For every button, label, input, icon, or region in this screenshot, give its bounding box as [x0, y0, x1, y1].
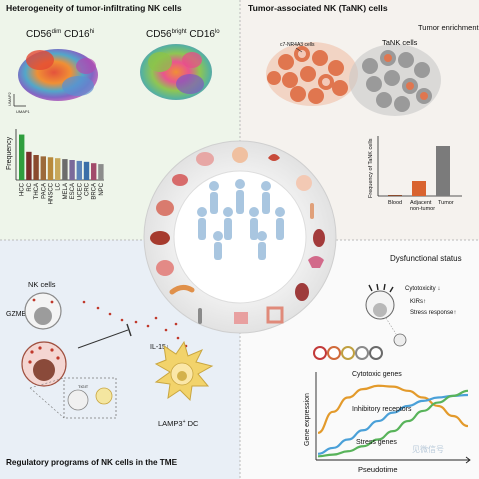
nk-cell-top [24, 292, 62, 330]
frequency-ylabel: Frequency [6, 136, 13, 170]
frequency-bar-label: THCA [34, 183, 40, 199]
dysfunctional-title: Dysfunctional status [390, 254, 462, 263]
stress-response-label: Stress response↑ [410, 310, 456, 316]
frequency-bar-label: LC [56, 182, 62, 190]
cell-progression [313, 346, 383, 360]
frequency-bar-crc [83, 161, 90, 180]
dendritic-cell [154, 340, 214, 402]
frequency-bar-label: ESCA [70, 183, 76, 199]
frequency-bar-label: RC [27, 182, 33, 191]
organ-icons [150, 147, 325, 324]
stress-genes-label: Stress genes [356, 439, 397, 446]
frequency-bar-mela [62, 159, 68, 180]
umap-left-label: CD56dim CD16hi [26, 29, 94, 40]
interaction-box: TIGIT [29, 377, 117, 419]
kidney-icon [313, 229, 325, 247]
pseudotime-xlabel: Pseudotime [358, 465, 398, 474]
frequency-bar-label: BRCA [92, 183, 98, 200]
stomach-icon [156, 260, 174, 276]
pancreas-icon [169, 284, 195, 295]
tigit-label: TIGIT [78, 384, 89, 389]
lung-icon [156, 200, 174, 216]
kidney-small-icon [295, 283, 309, 301]
skin-icon [234, 312, 248, 324]
frequency-bar-rc [26, 151, 32, 180]
frequency-bar-thca [33, 155, 39, 180]
tank-title: Tumor-associated NK (TaNK) cells [248, 3, 388, 13]
frequency-bar-label: HCC [20, 182, 26, 196]
umap-cd56dim-plot [18, 49, 98, 101]
tumor-tissue-orange [266, 42, 358, 106]
heterogeneity-title: Heterogeneity of tumor-infiltrating NK c… [6, 3, 182, 13]
tank-frequency-ylabel: Frequency of TaNK cells [368, 138, 374, 198]
tongue-icon [172, 174, 188, 186]
frequency-bar-ucec [76, 160, 82, 180]
frequency-bar-label: CRC [85, 182, 91, 196]
frequency-bar-chart: Frequency HCC RC THCA PACA HNSCC LC MELA ESCA UC… [6, 129, 105, 204]
frequency-bar-npc [98, 164, 104, 180]
esophagus-icon [310, 203, 314, 219]
curve-cytotoxic-genes [317, 384, 469, 434]
brain-icon [196, 152, 214, 166]
tumor-tissue-grey [349, 44, 441, 116]
il15-label: IL-15↓ [150, 344, 169, 351]
tank-bar-label: Tumor [438, 200, 454, 206]
human-figures [197, 179, 285, 260]
cytotoxicity-label: Cytotoxicity ↓ [405, 286, 440, 292]
inhibition-bar [126, 323, 132, 337]
frequency-bar-label: MELA [63, 183, 69, 199]
tank-bar-label: Blood [388, 200, 402, 206]
frequency-bar-esca [69, 160, 75, 180]
inhibitory-receptors-label: Inhibitory receptors [352, 406, 412, 413]
tank-bar-2 [436, 146, 450, 196]
umap-cd56bright-plot [140, 44, 212, 100]
tank-frequency-chart: Frequency of TaNK cells Blood Adjacent non… [368, 136, 462, 212]
umap-axes: UMAP1 UMAP2 [7, 91, 31, 114]
gzmb-label: GZMB↓ [6, 311, 30, 318]
curve-inhibitory-receptors [317, 393, 469, 455]
nk-cell-with-receptors [365, 283, 407, 347]
regulatory-title: Regulatory programs of NK cells in the T… [6, 458, 178, 467]
il15-dots [82, 300, 188, 348]
c7-nr4a3-label: c7-NR4A3 cells [280, 42, 315, 48]
bone-icon [198, 308, 202, 324]
frequency-bar-hcc [19, 134, 25, 180]
organ-ring [143, 140, 337, 334]
frequency-bar-brca [91, 163, 97, 180]
frequency-bar-lc [55, 158, 61, 180]
umap-axis-y: UMAP2 [7, 91, 12, 106]
tank-bar-1 [412, 181, 426, 196]
lamp3-dc-label: LAMP3+ DC [158, 419, 199, 428]
gene-expression-ylabel: Gene expression [304, 393, 311, 446]
frequency-bar-label: NPC [99, 182, 105, 195]
frequency-bar-paca [40, 156, 46, 180]
thyroid-icon [268, 154, 280, 161]
nk-cells-label: NK cells [28, 280, 56, 289]
tumor-enrichment-label: Tumor enrichment [418, 23, 479, 32]
kirs-label: KIRs↑ [410, 299, 426, 305]
frequency-bar-label: PACA [41, 183, 47, 199]
frequency-bar-label: UCEC [77, 182, 83, 200]
head-icon [232, 147, 248, 163]
colon-icon [266, 306, 284, 324]
nk-cell-bottom [21, 341, 67, 387]
cytotoxic-genes-label: Cytotoxic genes [352, 371, 402, 378]
tank-cells-label: TaNK cells [382, 38, 418, 47]
curve-stress-genes [317, 389, 469, 458]
umap-right-label: CD56bright CD16lo [146, 29, 220, 40]
watermark: 见微信号 [412, 444, 444, 454]
frequency-bar-label: HNSCC [49, 182, 55, 204]
pseudotime-chart: Gene expression Pseudotime Cytotoxic gen… [304, 371, 471, 474]
breast-icon [296, 175, 312, 191]
tank-bar-label: Adjacent non-tumor [410, 200, 435, 212]
frequency-bar-hnscc [47, 157, 54, 180]
umap-axis-x: UMAP1 [16, 109, 31, 114]
inhibition-line [77, 329, 129, 349]
tank-bar-0 [388, 195, 402, 196]
uterus-icon [308, 256, 324, 268]
liver-icon [150, 231, 170, 245]
c7-pointer [295, 47, 303, 53]
